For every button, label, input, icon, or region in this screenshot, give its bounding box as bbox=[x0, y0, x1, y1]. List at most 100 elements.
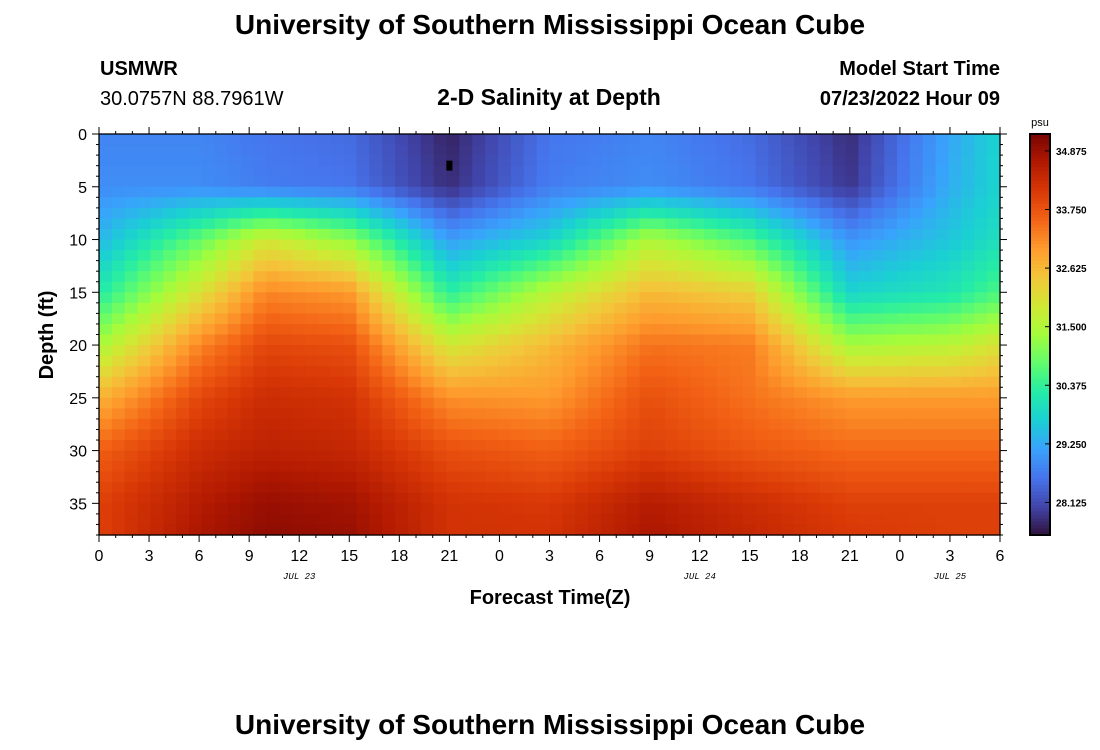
heatmap-cell bbox=[330, 429, 345, 441]
heatmap-cell bbox=[382, 134, 396, 146]
heatmap-cell bbox=[536, 323, 551, 336]
heatmap-cell bbox=[523, 440, 538, 452]
heatmap-cell bbox=[665, 271, 679, 283]
heatmap-cell bbox=[111, 429, 126, 441]
heatmap-cell bbox=[498, 186, 512, 198]
heatmap-cell bbox=[407, 387, 422, 399]
heatmap-cell bbox=[163, 281, 177, 293]
heatmap-cell bbox=[639, 271, 654, 283]
heatmap-cell bbox=[974, 250, 988, 262]
heatmap-cell bbox=[819, 292, 834, 304]
heatmap-cell bbox=[588, 134, 602, 146]
heatmap-cell bbox=[691, 482, 705, 494]
y-tick-label: 30 bbox=[69, 444, 87, 461]
heatmap-cell bbox=[240, 228, 255, 241]
heatmap-cell bbox=[600, 313, 615, 325]
heatmap-cell bbox=[897, 513, 911, 526]
heatmap-cell bbox=[575, 134, 589, 146]
heatmap-cell bbox=[292, 281, 306, 293]
heatmap-cell bbox=[755, 492, 769, 504]
heatmap-cell bbox=[961, 165, 975, 177]
heatmap-cell bbox=[472, 355, 486, 367]
heatmap-cell bbox=[407, 323, 422, 336]
heatmap-cell bbox=[626, 345, 641, 357]
heatmap-cell bbox=[189, 418, 203, 431]
heatmap-cell bbox=[523, 228, 538, 241]
heatmap-cell bbox=[433, 440, 448, 452]
colorbar-segment bbox=[1030, 144, 1050, 148]
heatmap-cell bbox=[279, 281, 293, 293]
heatmap-cell bbox=[240, 260, 255, 272]
heatmap-cell bbox=[266, 345, 280, 357]
heatmap-cell bbox=[652, 492, 666, 504]
heatmap-cell bbox=[806, 397, 821, 409]
heatmap-cell bbox=[871, 397, 885, 409]
heatmap-cell bbox=[111, 524, 126, 536]
heatmap-cell bbox=[626, 334, 641, 346]
heatmap-cell bbox=[472, 134, 486, 146]
heatmap-cell bbox=[227, 313, 242, 325]
heatmap-cell bbox=[433, 207, 448, 220]
heatmap-cell bbox=[266, 471, 280, 483]
heatmap-cell bbox=[961, 186, 975, 198]
heatmap-cell bbox=[665, 387, 679, 399]
heatmap-cell bbox=[613, 186, 628, 198]
heatmap-cell bbox=[948, 281, 962, 293]
heatmap-cell bbox=[446, 429, 460, 441]
colorbar-segment bbox=[1030, 381, 1050, 386]
heatmap-cell bbox=[343, 207, 358, 220]
heatmap-cell bbox=[935, 408, 950, 420]
heatmap-cell bbox=[652, 250, 666, 262]
heatmap-cell bbox=[626, 376, 641, 388]
heatmap-cell bbox=[536, 281, 551, 293]
heatmap-cell bbox=[652, 260, 666, 272]
heatmap-cell bbox=[485, 155, 499, 167]
colorbar-segment bbox=[1030, 307, 1050, 312]
heatmap-cell bbox=[163, 355, 177, 367]
heatmap-cell bbox=[897, 366, 911, 378]
heatmap-cell bbox=[459, 366, 473, 378]
heatmap-cell bbox=[356, 250, 370, 262]
heatmap-cell bbox=[266, 239, 280, 251]
heatmap-cell bbox=[691, 155, 705, 167]
heatmap-cell bbox=[588, 250, 602, 262]
heatmap-cell bbox=[832, 387, 847, 399]
heatmap-cell bbox=[652, 176, 666, 188]
heatmap-cell bbox=[575, 186, 589, 198]
heatmap-cell bbox=[626, 165, 641, 177]
heatmap-cell bbox=[317, 281, 332, 293]
colorbar-segment bbox=[1030, 518, 1050, 523]
heatmap-cell bbox=[781, 471, 795, 483]
heatmap-cell bbox=[562, 471, 576, 483]
heatmap-cell bbox=[768, 313, 782, 325]
heatmap-cell bbox=[588, 440, 602, 452]
heatmap-cell bbox=[549, 165, 563, 177]
heatmap-cell bbox=[948, 397, 962, 409]
heatmap-cell bbox=[317, 397, 332, 409]
heatmap-cell bbox=[407, 186, 422, 198]
heatmap-cell bbox=[150, 355, 164, 367]
heatmap-cell bbox=[626, 239, 641, 251]
heatmap-cell bbox=[420, 387, 435, 399]
heatmap-cell bbox=[935, 334, 950, 346]
heatmap-cell bbox=[407, 461, 422, 473]
heatmap-cell bbox=[858, 355, 872, 367]
heatmap-cell bbox=[446, 228, 460, 241]
heatmap-cell bbox=[356, 471, 370, 483]
heatmap-cell bbox=[781, 418, 795, 431]
heatmap-cell bbox=[99, 134, 113, 146]
heatmap-cell bbox=[176, 271, 190, 283]
heatmap-cell bbox=[665, 197, 679, 209]
heatmap-cell bbox=[832, 239, 847, 251]
heatmap-cell bbox=[459, 429, 473, 441]
heatmap-cell bbox=[935, 176, 950, 188]
heatmap-cell bbox=[897, 461, 911, 473]
heatmap-cell bbox=[832, 418, 847, 431]
x-tick-label: 6 bbox=[195, 548, 204, 565]
heatmap-cell bbox=[279, 345, 293, 357]
heatmap-cell bbox=[304, 239, 319, 251]
heatmap-cell bbox=[832, 334, 847, 346]
heatmap-cell bbox=[189, 165, 203, 177]
heatmap-cell bbox=[163, 524, 177, 536]
heatmap-cell bbox=[266, 281, 280, 293]
